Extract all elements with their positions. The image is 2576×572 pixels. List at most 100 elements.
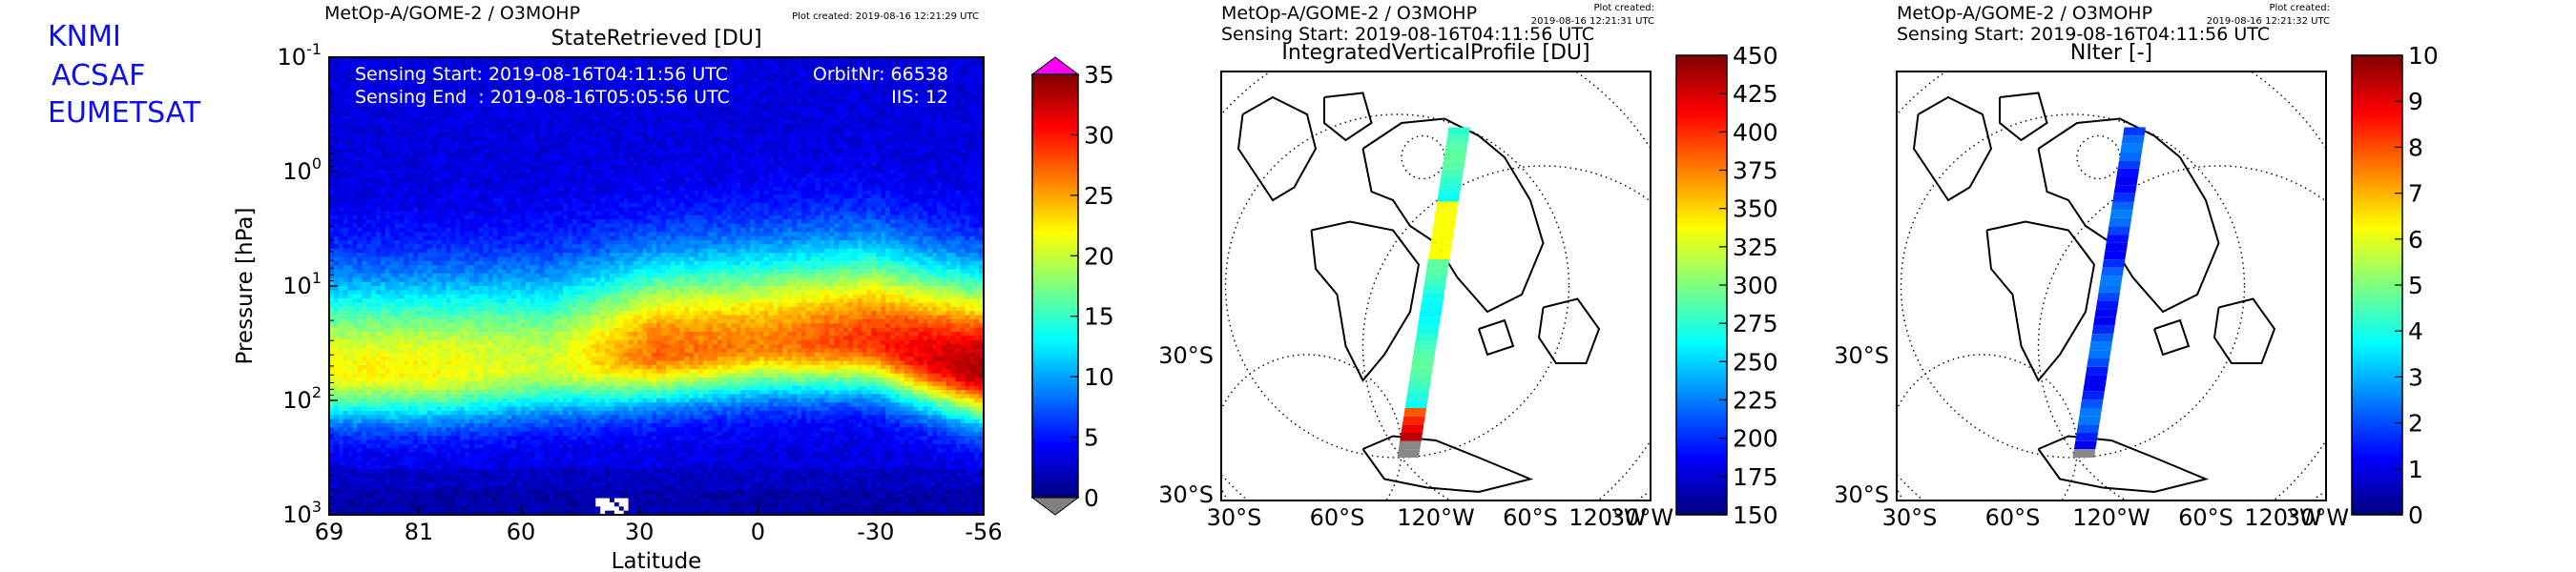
heatmap-cell [535,211,541,215]
heatmap-cell [488,211,493,215]
heatmap-cell [385,381,391,386]
heatmap-cell [371,236,377,241]
heatmap-cell [390,298,396,303]
heatmap-cell [442,415,447,419]
heatmap-cell [465,473,470,478]
heatmap-cell [348,115,354,120]
heatmap-cell [371,381,377,386]
heatmap-cell [474,274,480,278]
heatmap-cell [507,328,512,333]
heatmap-cell [493,298,499,303]
heatmap-cell [502,302,508,307]
heatmap-cell [469,323,475,328]
heatmap-cell [371,353,377,358]
heatmap-cell [357,353,363,358]
heatmap-cell [526,369,531,374]
heatmap-cell [516,186,522,191]
heatmap-cell [413,298,419,303]
heatmap-cell [484,465,489,470]
heatmap-cell [521,161,527,166]
heatmap-cell [423,191,428,195]
heatmap-cell [400,353,405,358]
heatmap-cell [423,319,428,324]
heatmap-cell [371,174,377,178]
heatmap-cell [507,378,512,382]
heatmap-cell [507,485,512,490]
heatmap-cell [493,469,499,474]
heatmap-cell [357,357,363,361]
heatmap-cell [502,270,508,275]
heatmap-cell [353,277,359,282]
heatmap-cell [395,419,401,424]
heatmap-cell [357,182,363,187]
heatmap-cell [442,261,447,266]
heatmap-cell [334,332,340,337]
heatmap-cell [339,344,344,349]
heatmap-cell [493,261,499,266]
heatmap-cell [479,232,485,236]
heatmap-cell [371,494,377,499]
heatmap-cell [353,107,359,112]
heatmap-cell [526,244,531,249]
heatmap-cell [432,295,438,299]
heatmap-cell [413,490,419,495]
heatmap-cell [404,107,409,112]
heatmap-cell [427,270,433,275]
heatmap-cell [469,128,475,133]
heatmap-cell [450,407,456,412]
heatmap-cell [442,448,447,453]
heatmap-cell [460,115,466,120]
heatmap-cell [427,319,433,324]
heatmap-cell [343,478,349,482]
heatmap-cell [469,240,475,245]
heatmap-cell [447,274,452,278]
heatmap-cell [530,240,536,245]
heatmap-cell [465,423,470,428]
heatmap-cell [408,274,414,278]
heatmap-cell [488,340,493,345]
heatmap-cell [450,274,456,278]
heatmap-cell [507,277,512,282]
heatmap-cell [497,415,503,419]
heatmap-cell [465,145,470,150]
heatmap-cell [479,390,485,395]
heatmap-cell [385,415,391,419]
heatmap-cell [493,365,499,370]
heatmap-cell [502,478,508,482]
heatmap-cell [437,348,443,353]
heatmap-cell [447,427,452,432]
heatmap-cell [465,348,470,353]
heatmap-cell [437,290,443,295]
heatmap-cell [460,469,466,474]
heatmap-cell [437,232,443,236]
heatmap-cell [381,236,386,241]
heatmap-cell [507,295,512,299]
heatmap-cell [460,460,466,465]
heatmap-cell [437,432,443,437]
heatmap-cell [497,402,503,407]
heatmap-cell [516,140,522,145]
heatmap-cell [497,256,503,261]
heatmap-cell [450,307,456,312]
heatmap-cell [530,265,536,270]
heatmap-cell [366,432,372,437]
heatmap-cell [408,302,414,307]
heatmap-cell [530,211,536,215]
heatmap-cell [442,286,447,291]
heatmap-cell [535,186,541,191]
heatmap-cell [493,316,499,320]
heatmap-cell [488,357,493,361]
heatmap-cell [474,336,480,340]
heatmap-cell [390,311,396,316]
heatmap-cell [521,107,527,112]
heatmap-cell [408,499,414,503]
heatmap-cell [540,107,546,112]
heatmap-cell [511,215,517,220]
heatmap-cell [385,302,391,307]
heatmap-cell [334,253,340,257]
heatmap-cell [530,203,536,208]
heatmap-cell [408,161,414,166]
heatmap-cell [362,319,367,324]
heatmap-cell [516,136,522,141]
heatmap-cell [479,394,485,398]
